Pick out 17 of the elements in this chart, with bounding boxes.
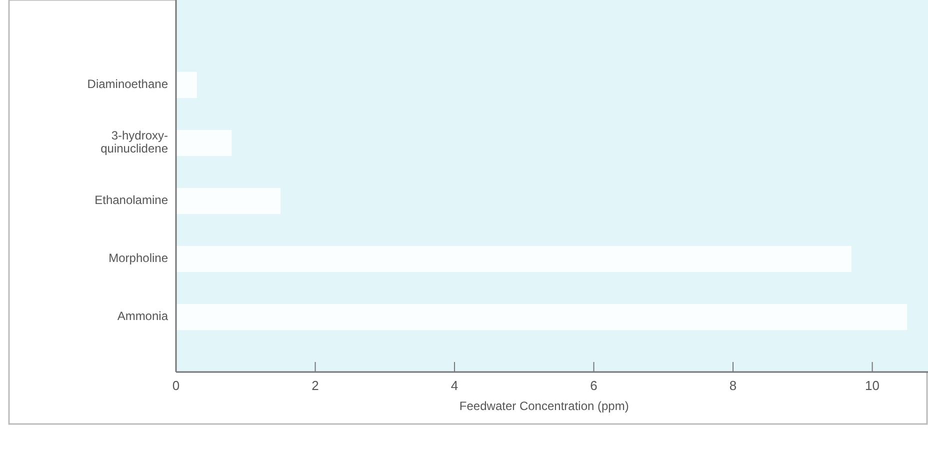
bar <box>176 130 232 156</box>
bar <box>176 304 908 330</box>
x-axis-title: Feedwater Concentration (ppm) <box>459 399 629 413</box>
x-tick-label: 10 <box>865 378 880 393</box>
y-tick-label: Morpholine <box>108 251 168 266</box>
y-tick-label: Diaminoethane <box>87 77 168 92</box>
bar <box>176 246 852 272</box>
x-tick-label: 6 <box>590 378 598 393</box>
bar <box>176 72 197 98</box>
x-tick-label: 4 <box>450 378 458 393</box>
bar <box>176 188 280 214</box>
y-tick-label: 3-hydroxy- quinuclidene <box>100 128 168 156</box>
x-tick-label: 0 <box>172 378 180 393</box>
y-tick-label: Ammonia <box>117 309 168 324</box>
y-tick-label: Ethanolamine <box>94 193 168 208</box>
x-tick-label: 8 <box>729 378 737 393</box>
x-tick-label: 2 <box>312 378 319 393</box>
